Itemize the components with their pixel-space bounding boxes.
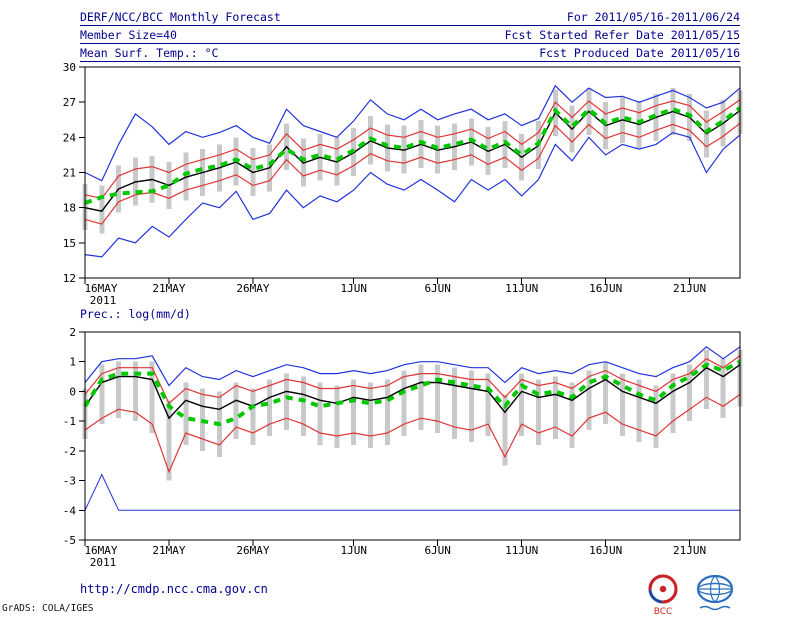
series-ensemble-mean (84, 109, 741, 212)
fcst-start-date: Fcst Started Refer Date 2011/05/15 (504, 28, 740, 42)
forecast-period: For 2011/05/16-2011/06/24 (566, 10, 740, 24)
x-tick-label: 11JUN (505, 544, 538, 557)
x-tick-year-label: 2011 (90, 556, 117, 569)
x-tick-label: 21JUN (673, 282, 706, 295)
y-tick-label: 2 (69, 326, 76, 339)
series-ensemble-max (84, 346, 741, 387)
series-upper-quartile (84, 355, 741, 405)
x-tick-label: 16JUN (589, 282, 622, 295)
x-tick-label: 1JUN (340, 544, 367, 557)
y-tick-label: -4 (63, 504, 77, 517)
series-ensemble-min (84, 473, 740, 511)
series-lower-quartile (84, 122, 741, 225)
fcst-produced-date: Fcst Produced Date 2011/05/16 (539, 46, 740, 60)
series-lower-quartile (84, 393, 741, 474)
series-climatology (83, 359, 741, 427)
series-ensemble-mean (84, 364, 741, 420)
x-tick-label: 21MAY (152, 282, 185, 295)
y-tick-label: -2 (63, 445, 76, 458)
y-tick-label: -5 (63, 534, 76, 547)
header-row-3: Mean Surf. Temp.: °C Fcst Produced Date … (80, 44, 740, 62)
header-row-1: DERF/NCC/BCC Monthly Forecast For 2011/0… (80, 8, 740, 26)
y-tick-label: 30 (63, 61, 76, 74)
x-tick-label: 11JUN (505, 282, 538, 295)
x-tick-label: 26MAY (236, 282, 269, 295)
svg-text:BCC: BCC (654, 607, 673, 616)
header-row-2: Member Size=40 Fcst Started Refer Date 2… (80, 26, 740, 44)
y-tick-label: 15 (63, 237, 76, 250)
page-title: DERF/NCC/BCC Monthly Forecast (80, 10, 281, 24)
series-upper-quartile (84, 99, 741, 199)
temp-panel-title: Mean Surf. Temp.: °C (80, 46, 219, 60)
x-tick-label: 6JUN (424, 544, 451, 557)
x-tick-year-label: 2011 (90, 294, 117, 307)
y-tick-label: 18 (63, 202, 76, 215)
series-ensemble-min (84, 131, 741, 258)
plot-frame (84, 331, 741, 541)
plot-frame (84, 66, 741, 279)
bcc-logo: BCC (648, 574, 678, 616)
x-tick-label: 16JUN (589, 544, 622, 557)
y-tick-label: 24 (63, 131, 77, 144)
y-tick-label: -3 (63, 475, 76, 488)
y-tick-label: -1 (63, 415, 76, 428)
series-ensemble-max (84, 84, 741, 182)
y-tick-label: 0 (69, 385, 76, 398)
source-url: http://cmdp.ncc.cma.gov.cn (80, 582, 268, 596)
cma-logo (696, 574, 734, 611)
x-tick-label: 21JUN (673, 544, 706, 557)
x-tick-label: 6JUN (424, 282, 451, 295)
x-tick-label: 16MAY (84, 544, 117, 557)
x-tick-label: 21MAY (152, 544, 185, 557)
member-size-label: Member Size=40 (80, 28, 177, 42)
x-tick-label: 26MAY (236, 544, 269, 557)
series-climatology (84, 106, 742, 205)
y-tick-label: 12 (63, 272, 76, 285)
y-tick-label: 21 (63, 167, 76, 180)
grads-credit: GrADS: COLA/IGES (2, 603, 94, 614)
x-tick-label: 1JUN (340, 282, 367, 295)
y-tick-label: 27 (63, 96, 76, 109)
x-tick-label: 16MAY (84, 282, 117, 295)
y-tick-label: 1 (69, 356, 76, 369)
precip-panel-title: Prec.: log(mm/d) (80, 307, 191, 321)
